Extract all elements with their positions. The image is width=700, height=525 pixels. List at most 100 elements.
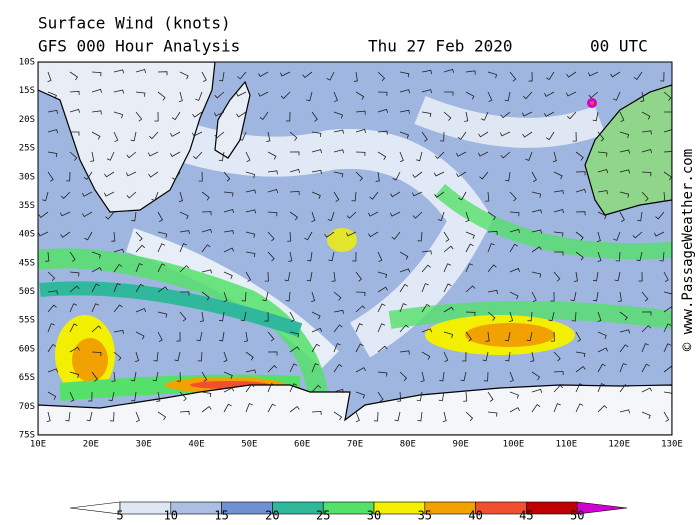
wind-barb xyxy=(487,230,498,235)
wind-barb xyxy=(399,324,409,333)
wind-barb xyxy=(509,243,518,253)
wind-barb xyxy=(245,351,254,361)
colorbar-high xyxy=(576,501,628,515)
wind-barb xyxy=(113,283,121,293)
wind-barb xyxy=(663,306,672,313)
wind-barb xyxy=(572,131,577,142)
wind-barb xyxy=(47,323,55,333)
wind-barb xyxy=(465,263,473,273)
wind-barb xyxy=(553,351,561,362)
wind-barb xyxy=(289,131,298,141)
wind-barb xyxy=(191,131,203,137)
wind-barb xyxy=(134,351,140,363)
wind-barb xyxy=(259,111,269,120)
wind-barb xyxy=(509,211,520,217)
wind-barb xyxy=(66,171,71,182)
wind-barb xyxy=(245,171,256,179)
wind-barb xyxy=(91,71,102,77)
wind-barb xyxy=(504,91,511,102)
colorbar-label: 45 xyxy=(519,509,533,523)
wind-barb xyxy=(157,263,166,273)
wind-barb xyxy=(223,291,228,303)
wind-barb xyxy=(509,407,520,413)
wind-barb xyxy=(38,211,49,219)
wind-barb xyxy=(69,251,76,262)
wind-barb xyxy=(612,91,621,101)
wind-barb xyxy=(619,329,630,334)
wind-barb xyxy=(531,246,542,253)
wind-barb xyxy=(550,291,555,302)
wind-barb xyxy=(421,250,432,255)
wind-barb xyxy=(333,111,344,119)
wind-barb xyxy=(171,171,181,181)
wind-barb xyxy=(465,231,475,239)
wind-barb xyxy=(485,331,490,342)
wind-barb xyxy=(550,331,555,342)
wind-barb xyxy=(619,384,629,393)
wind-barb xyxy=(619,149,630,154)
wind-barb xyxy=(487,391,494,402)
wind-barb xyxy=(47,151,58,158)
wind-barb xyxy=(619,311,628,321)
wind-barb xyxy=(267,365,278,373)
wind-barb xyxy=(597,151,608,157)
wind-barb xyxy=(324,231,335,238)
wind-barb xyxy=(553,190,564,195)
lat-label: 25S xyxy=(19,144,35,154)
wind-barb xyxy=(443,111,452,121)
wind-barb xyxy=(597,383,605,393)
wind-barb xyxy=(47,391,57,400)
wind-barb xyxy=(545,71,555,81)
wind-barb xyxy=(367,211,379,217)
wind-barb xyxy=(355,305,366,313)
wind-barb xyxy=(179,391,187,402)
wind-barb xyxy=(377,271,388,279)
wind-barb xyxy=(504,331,511,342)
wind-barb xyxy=(399,151,404,163)
lon-label: 80E xyxy=(400,440,416,450)
wind-barb xyxy=(266,131,271,142)
wind-barb xyxy=(528,71,533,82)
wind-barb xyxy=(179,265,190,273)
wind-barb xyxy=(619,409,630,414)
wind-barb xyxy=(641,111,651,120)
wind-barb xyxy=(553,370,564,375)
wind-barb xyxy=(373,411,379,422)
wind-barb xyxy=(443,231,450,242)
wind-barb xyxy=(333,364,343,373)
wind-barb xyxy=(135,244,145,253)
wind-barb xyxy=(86,411,93,422)
wind-barb xyxy=(245,151,251,163)
map-frame xyxy=(37,61,673,436)
wind-barb xyxy=(201,244,211,253)
wind-barb xyxy=(499,131,511,137)
wind-barb xyxy=(637,211,643,222)
wind-barb xyxy=(135,231,143,242)
colorbar-low xyxy=(69,501,121,515)
wind-barb xyxy=(509,291,519,300)
wind-barb xyxy=(113,351,122,361)
wind-barb xyxy=(487,289,498,294)
wind-barb xyxy=(575,365,586,373)
wind-barb xyxy=(663,391,672,397)
wind-barb xyxy=(544,111,555,117)
wind-barb xyxy=(42,191,49,202)
wind-barb xyxy=(465,311,476,317)
wind-barb xyxy=(195,91,203,101)
wind-barb xyxy=(552,151,557,163)
lon-label: 110E xyxy=(555,440,577,450)
wind-barb xyxy=(399,371,408,382)
map xyxy=(38,62,672,435)
wind-barb xyxy=(465,331,472,342)
wind-barb xyxy=(284,271,291,282)
colorbar-label: 35 xyxy=(418,509,432,523)
wind-barb xyxy=(443,263,452,273)
wind-barb xyxy=(306,91,313,102)
wind-barb xyxy=(197,351,203,362)
wind-barb xyxy=(526,331,533,342)
wind-barb xyxy=(439,371,445,382)
wind-barb xyxy=(487,71,498,79)
wind-barb xyxy=(83,171,93,180)
colorbar-label: 15 xyxy=(214,509,228,523)
wind-barb xyxy=(531,271,542,278)
